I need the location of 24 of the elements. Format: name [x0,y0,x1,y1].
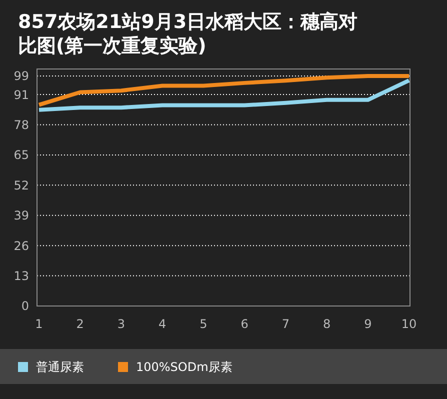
x-tick-label: 4 [158,317,166,331]
y-tick-label: 78 [14,118,29,132]
y-tick-label: 39 [14,208,29,223]
legend-label: 100%SODm尿素 [136,360,232,374]
x-tick-label: 9 [364,317,372,331]
x-tick-label: 10 [401,317,417,331]
x-tick-label: 8 [322,317,331,331]
chart-title: 857农场21站9月3日水稻大区：穗高对比图(第一次重复实验) [18,11,358,57]
line-series [37,74,411,107]
y-tick-label: 52 [14,178,29,192]
x-tick-label: 7 [282,317,290,331]
x-tick-label: 2 [76,317,84,331]
y-tick-label: 26 [14,238,29,253]
x-tick-label: 1 [35,317,43,331]
legend-label: 普通尿素 [36,360,84,374]
y-tick-label: 99 [14,69,29,84]
y-tick-label: 91 [14,88,29,102]
x-tick-label: 6 [240,317,248,331]
x-tick-label: 5 [200,317,208,331]
y-tick-label: 65 [14,148,29,162]
line-series [37,78,411,112]
y-tick-label: 0 [21,299,29,314]
x-tick-label: 3 [117,317,126,331]
y-tick-label: 13 [14,268,29,283]
